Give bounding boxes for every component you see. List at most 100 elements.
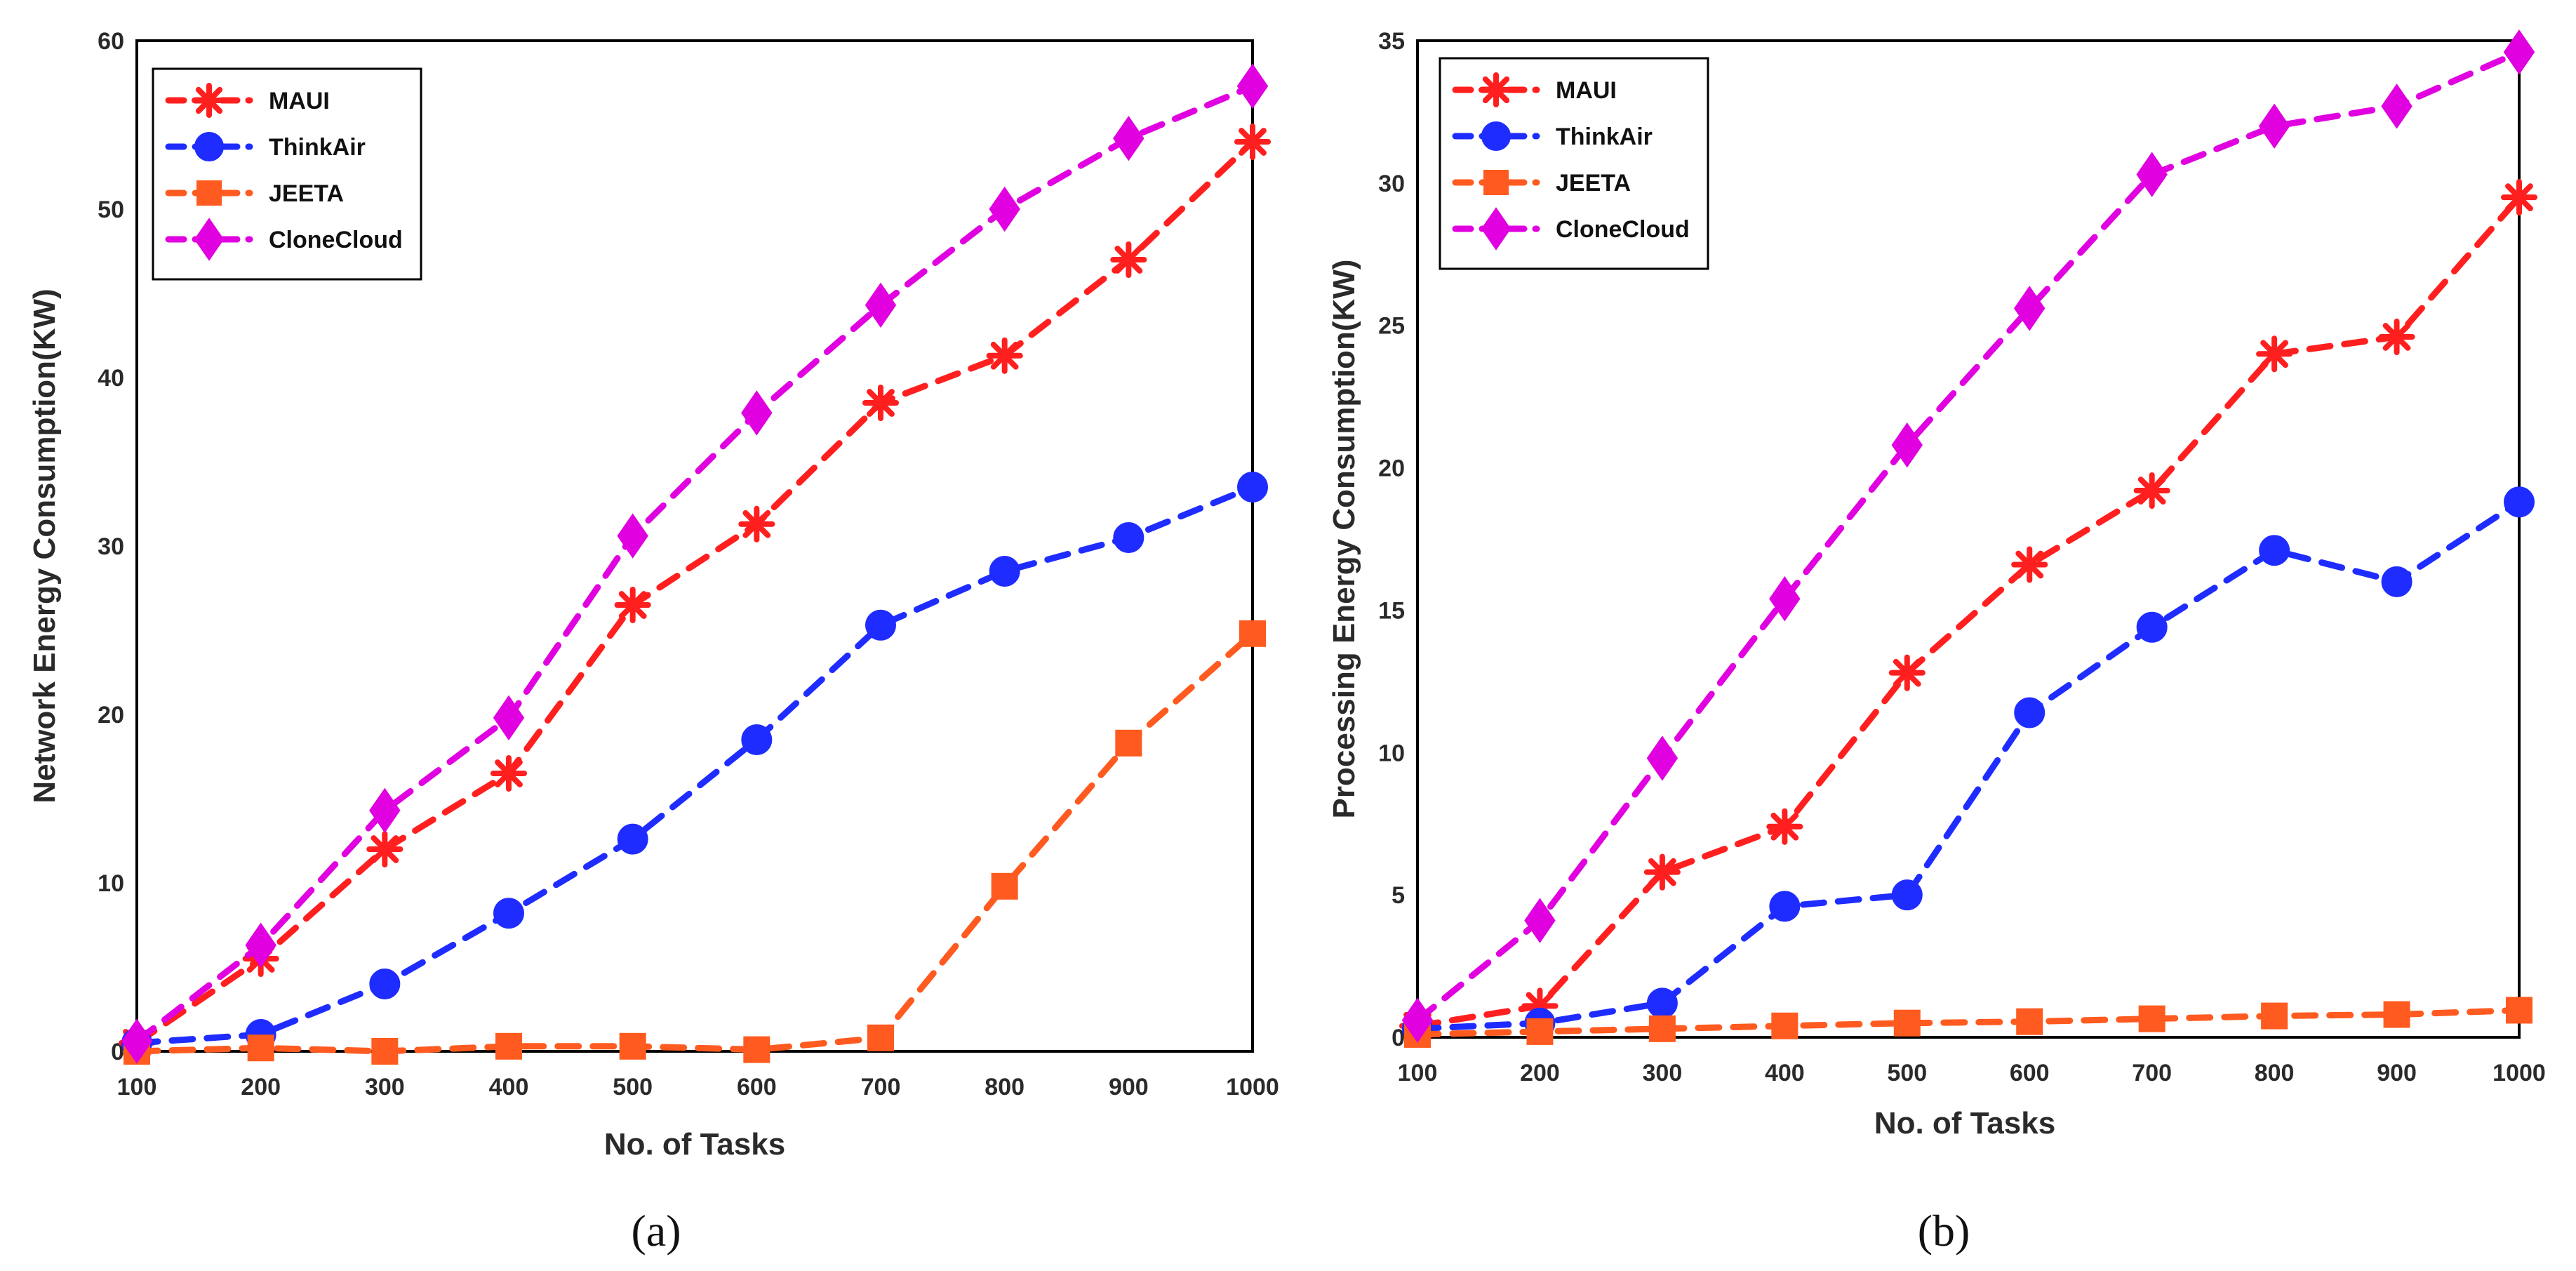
data-point-clonecloud-200	[245, 922, 276, 969]
x-tick-label: 100	[117, 1074, 157, 1100]
y-tick-label: 10	[98, 870, 124, 897]
data-point-clonecloud-900	[2381, 84, 2413, 129]
series-line-thinkair	[133, 484, 1256, 1046]
series-group	[1399, 29, 2538, 1048]
data-point-jeeta-300	[371, 1038, 399, 1065]
data-point-jeeta-800	[991, 872, 1018, 900]
series-line-thinkair	[1414, 498, 2523, 1032]
x-axis-label: No. of Tasks	[604, 1127, 785, 1162]
x-tick-label: 1000	[2492, 1060, 2546, 1086]
series-line-clonecloud	[1414, 48, 2523, 1024]
data-point-clonecloud-300	[1646, 736, 1679, 781]
y-tick-label: 25	[1378, 313, 1405, 340]
data-point-clonecloud-1000	[2503, 29, 2535, 75]
legend-marker-thinkair	[194, 132, 224, 161]
panel-caption-a: (a)	[631, 1206, 681, 1256]
series-line-maui	[1414, 194, 2523, 1030]
legend: MAUI ThinkAir JEETA CloneCloud	[1439, 57, 1709, 270]
data-point-maui-1000	[1234, 123, 1272, 161]
y-tick-label: 30	[1378, 171, 1405, 197]
legend-label-jeeta: JEETA	[269, 180, 344, 207]
data-point-maui-600	[738, 505, 775, 543]
legend-marker-maui	[1479, 72, 1514, 107]
data-point-thinkair-300	[369, 969, 401, 999]
data-point-maui-900	[2378, 318, 2415, 355]
y-tick-label: 50	[98, 197, 124, 223]
data-point-thinkair-400	[493, 898, 524, 929]
data-point-thinkair-900	[1113, 522, 1144, 553]
x-axis-label: No. of Tasks	[1874, 1106, 2055, 1140]
x-tick-label: 900	[2377, 1060, 2417, 1086]
y-tick-label: 10	[1378, 740, 1405, 766]
data-point-maui-800	[2256, 335, 2293, 373]
x-tick-label: 400	[489, 1074, 529, 1100]
data-point-clonecloud-200	[1524, 898, 1556, 943]
x-tick-label: 600	[737, 1074, 777, 1100]
legend-label-clonecloud: CloneCloud	[269, 227, 403, 253]
data-point-thinkair-400	[1769, 891, 1801, 922]
legend-marker-jeeta	[1483, 170, 1509, 195]
y-tick-label: 0	[1392, 1025, 1405, 1051]
legend-label-maui: MAUI	[269, 88, 330, 114]
data-point-jeeta-200	[247, 1034, 274, 1062]
data-point-maui-500	[1888, 654, 1926, 691]
y-tick-label: 60	[98, 28, 124, 55]
data-point-maui-600	[2011, 546, 2048, 583]
data-point-maui-400	[1766, 808, 1803, 845]
data-point-thinkair-600	[741, 724, 773, 755]
y-tick-label: 20	[98, 702, 124, 728]
series-group	[118, 63, 1272, 1065]
data-point-jeeta-1000	[1239, 620, 1266, 647]
series-line-jeeta	[133, 630, 1256, 1055]
legend-marker-thinkair	[1481, 121, 1511, 151]
data-point-clonecloud-700	[2136, 152, 2168, 197]
y-tick-label: 30	[98, 533, 124, 560]
data-point-clonecloud-800	[2258, 103, 2290, 149]
data-point-jeeta-1000	[2506, 997, 2532, 1024]
x-tick-label: 700	[2132, 1060, 2172, 1086]
data-point-clonecloud-1000	[1236, 63, 1269, 109]
data-point-thinkair-900	[2381, 566, 2413, 597]
legend-label-clonecloud: CloneCloud	[1556, 216, 1690, 243]
data-point-maui-300	[366, 830, 403, 868]
legend-marker-maui	[192, 83, 227, 118]
y-axis-label: Processing Energy Consumption(KW)	[1327, 260, 1361, 819]
series-line-maui	[133, 138, 1256, 1046]
y-tick-label: 35	[1378, 28, 1405, 55]
data-point-clonecloud-500	[1891, 422, 1923, 468]
data-point-jeeta-500	[1893, 1009, 1921, 1037]
data-point-maui-500	[614, 586, 651, 624]
y-tick-label: 40	[98, 365, 124, 392]
legend-marker-clonecloud	[1481, 207, 1511, 251]
data-point-thinkair-800	[2259, 535, 2290, 566]
data-point-jeeta-400	[495, 1032, 522, 1060]
data-point-thinkair-700	[865, 609, 896, 641]
data-point-jeeta-800	[2261, 1002, 2288, 1030]
data-point-jeeta-200	[1526, 1018, 1554, 1045]
data-point-thinkair-1000	[2504, 486, 2535, 518]
x-tick-label: 200	[1520, 1060, 1560, 1086]
x-tick-label: 500	[613, 1074, 653, 1100]
data-point-maui-700	[862, 384, 900, 422]
data-point-thinkair-500	[617, 823, 648, 855]
x-tick-label: 200	[241, 1074, 281, 1100]
legend-marker-clonecloud	[194, 218, 225, 261]
x-tick-label: 600	[2010, 1060, 2050, 1086]
data-point-thinkair-1000	[1237, 472, 1268, 503]
data-point-jeeta-500	[619, 1032, 646, 1060]
x-tick-label: 900	[1109, 1074, 1149, 1100]
data-point-maui-1000	[2500, 179, 2538, 216]
panel-caption-b: (b)	[1918, 1206, 1970, 1256]
data-point-clonecloud-400	[1769, 575, 1801, 622]
data-point-thinkair-500	[1891, 879, 1923, 911]
legend-label-thinkair: ThinkAir	[1556, 124, 1653, 150]
data-point-thinkair-600	[2014, 697, 2046, 728]
x-tick-label: 500	[1887, 1060, 1927, 1086]
x-tick-label: 300	[365, 1074, 405, 1100]
x-tick-label: 800	[2255, 1060, 2295, 1086]
data-point-maui-300	[1643, 853, 1681, 891]
chart-panel-b: 0 5 10 15 20 25 30 35 100 200 300 400 500 600 700 800 90…	[1327, 28, 2546, 1140]
x-tick-label: 700	[861, 1074, 901, 1100]
data-point-clonecloud-100	[1401, 997, 1434, 1043]
x-tick-label: 300	[1643, 1060, 1683, 1086]
